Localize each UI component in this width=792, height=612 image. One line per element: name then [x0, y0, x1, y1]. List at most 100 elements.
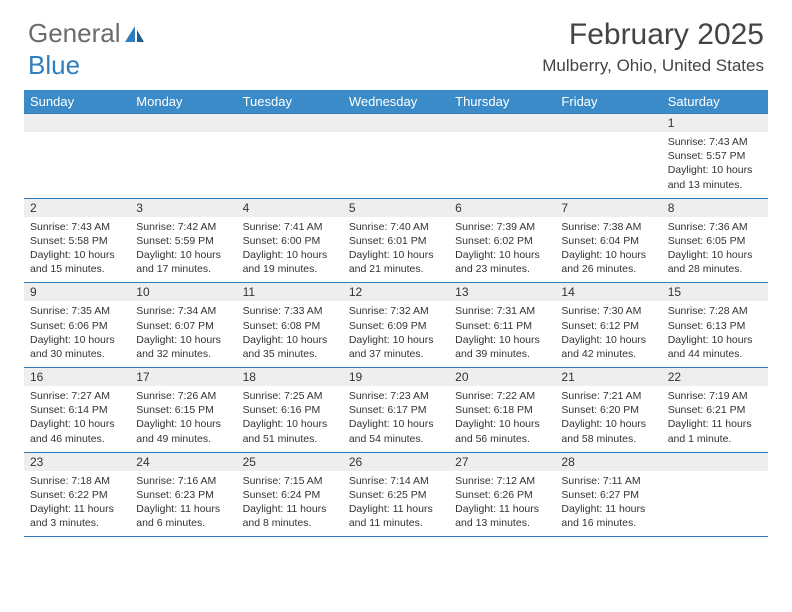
week-row: 9101112131415Sunrise: 7:35 AMSunset: 6:0… [24, 282, 768, 367]
week-row: 232425262728Sunrise: 7:18 AMSunset: 6:22… [24, 452, 768, 538]
logo: General [28, 18, 146, 49]
day-cell: Sunrise: 7:23 AMSunset: 6:17 PMDaylight:… [343, 386, 449, 452]
day-cell: Sunrise: 7:36 AMSunset: 6:05 PMDaylight:… [662, 217, 768, 283]
day-number: 26 [343, 453, 449, 471]
title-block: February 2025 Mulberry, Ohio, United Sta… [542, 18, 764, 76]
sunrise-text: Sunrise: 7:19 AM [668, 389, 762, 403]
day-number: 8 [662, 199, 768, 217]
sunrise-text: Sunrise: 7:22 AM [455, 389, 549, 403]
daylight-text: Daylight: 11 hours and 16 minutes. [561, 502, 655, 530]
weekday-header: Thursday [449, 90, 555, 113]
day-number [24, 114, 130, 132]
day-cell: Sunrise: 7:26 AMSunset: 6:15 PMDaylight:… [130, 386, 236, 452]
day-number: 18 [237, 368, 343, 386]
day-number: 3 [130, 199, 236, 217]
day-number: 17 [130, 368, 236, 386]
sunrise-text: Sunrise: 7:27 AM [30, 389, 124, 403]
day-cell: Sunrise: 7:31 AMSunset: 6:11 PMDaylight:… [449, 301, 555, 367]
sunset-text: Sunset: 6:12 PM [561, 319, 655, 333]
header: General February 2025 Mulberry, Ohio, Un… [0, 0, 792, 84]
day-number: 25 [237, 453, 343, 471]
sunset-text: Sunset: 6:08 PM [243, 319, 337, 333]
day-cell: Sunrise: 7:22 AMSunset: 6:18 PMDaylight:… [449, 386, 555, 452]
day-number: 28 [555, 453, 661, 471]
sunrise-text: Sunrise: 7:18 AM [30, 474, 124, 488]
day-number: 13 [449, 283, 555, 301]
daynum-row: 2345678 [24, 199, 768, 217]
sunrise-text: Sunrise: 7:15 AM [243, 474, 337, 488]
sunrise-text: Sunrise: 7:21 AM [561, 389, 655, 403]
day-cell [449, 132, 555, 198]
day-cell [237, 132, 343, 198]
day-number: 15 [662, 283, 768, 301]
calendar: Sunday Monday Tuesday Wednesday Thursday… [24, 90, 768, 537]
daylight-text: Daylight: 10 hours and 39 minutes. [455, 333, 549, 361]
daylight-text: Daylight: 10 hours and 54 minutes. [349, 417, 443, 445]
sunset-text: Sunset: 6:00 PM [243, 234, 337, 248]
sunset-text: Sunset: 6:25 PM [349, 488, 443, 502]
weekday-header: Wednesday [343, 90, 449, 113]
day-cell: Sunrise: 7:35 AMSunset: 6:06 PMDaylight:… [24, 301, 130, 367]
sunset-text: Sunset: 6:27 PM [561, 488, 655, 502]
daylight-text: Daylight: 10 hours and 32 minutes. [136, 333, 230, 361]
sunrise-text: Sunrise: 7:28 AM [668, 304, 762, 318]
sunrise-text: Sunrise: 7:42 AM [136, 220, 230, 234]
sunset-text: Sunset: 6:11 PM [455, 319, 549, 333]
daylight-text: Daylight: 10 hours and 21 minutes. [349, 248, 443, 276]
day-number [555, 114, 661, 132]
sunset-text: Sunset: 6:26 PM [455, 488, 549, 502]
day-number: 9 [24, 283, 130, 301]
sunrise-text: Sunrise: 7:32 AM [349, 304, 443, 318]
weekday-header: Friday [555, 90, 661, 113]
day-cell: Sunrise: 7:34 AMSunset: 6:07 PMDaylight:… [130, 301, 236, 367]
day-cell [662, 471, 768, 537]
day-cell: Sunrise: 7:11 AMSunset: 6:27 PMDaylight:… [555, 471, 661, 537]
day-cell: Sunrise: 7:15 AMSunset: 6:24 PMDaylight:… [237, 471, 343, 537]
sunrise-text: Sunrise: 7:12 AM [455, 474, 549, 488]
day-cell [555, 132, 661, 198]
day-number: 6 [449, 199, 555, 217]
sunset-text: Sunset: 6:16 PM [243, 403, 337, 417]
daylight-text: Daylight: 10 hours and 51 minutes. [243, 417, 337, 445]
daynum-row: 1 [24, 114, 768, 132]
sunset-text: Sunset: 6:07 PM [136, 319, 230, 333]
daylight-text: Daylight: 10 hours and 56 minutes. [455, 417, 549, 445]
sunset-text: Sunset: 6:14 PM [30, 403, 124, 417]
day-number: 21 [555, 368, 661, 386]
month-title: February 2025 [542, 18, 764, 52]
daylight-text: Daylight: 10 hours and 26 minutes. [561, 248, 655, 276]
weekday-header: Monday [130, 90, 236, 113]
sunrise-text: Sunrise: 7:35 AM [30, 304, 124, 318]
day-cell [130, 132, 236, 198]
daylight-text: Daylight: 10 hours and 28 minutes. [668, 248, 762, 276]
day-number [130, 114, 236, 132]
daylight-text: Daylight: 10 hours and 23 minutes. [455, 248, 549, 276]
sunset-text: Sunset: 5:57 PM [668, 149, 762, 163]
daycells-row: Sunrise: 7:43 AMSunset: 5:57 PMDaylight:… [24, 132, 768, 198]
day-number: 27 [449, 453, 555, 471]
day-cell: Sunrise: 7:32 AMSunset: 6:09 PMDaylight:… [343, 301, 449, 367]
day-cell: Sunrise: 7:38 AMSunset: 6:04 PMDaylight:… [555, 217, 661, 283]
sunset-text: Sunset: 5:59 PM [136, 234, 230, 248]
day-cell: Sunrise: 7:12 AMSunset: 6:26 PMDaylight:… [449, 471, 555, 537]
daynum-row: 9101112131415 [24, 283, 768, 301]
logo-text-general: General [28, 18, 121, 49]
day-number: 24 [130, 453, 236, 471]
day-cell: Sunrise: 7:30 AMSunset: 6:12 PMDaylight:… [555, 301, 661, 367]
day-cell: Sunrise: 7:28 AMSunset: 6:13 PMDaylight:… [662, 301, 768, 367]
sunrise-text: Sunrise: 7:16 AM [136, 474, 230, 488]
week-row: 16171819202122Sunrise: 7:27 AMSunset: 6:… [24, 367, 768, 452]
daylight-text: Daylight: 10 hours and 37 minutes. [349, 333, 443, 361]
day-cell: Sunrise: 7:16 AMSunset: 6:23 PMDaylight:… [130, 471, 236, 537]
daylight-text: Daylight: 10 hours and 17 minutes. [136, 248, 230, 276]
weekday-header: Saturday [662, 90, 768, 113]
weekday-header: Tuesday [237, 90, 343, 113]
day-number: 2 [24, 199, 130, 217]
daylight-text: Daylight: 11 hours and 3 minutes. [30, 502, 124, 530]
sunset-text: Sunset: 6:06 PM [30, 319, 124, 333]
sunset-text: Sunset: 6:15 PM [136, 403, 230, 417]
daylight-text: Daylight: 10 hours and 35 minutes. [243, 333, 337, 361]
sunrise-text: Sunrise: 7:43 AM [668, 135, 762, 149]
sunset-text: Sunset: 6:17 PM [349, 403, 443, 417]
day-number [237, 114, 343, 132]
